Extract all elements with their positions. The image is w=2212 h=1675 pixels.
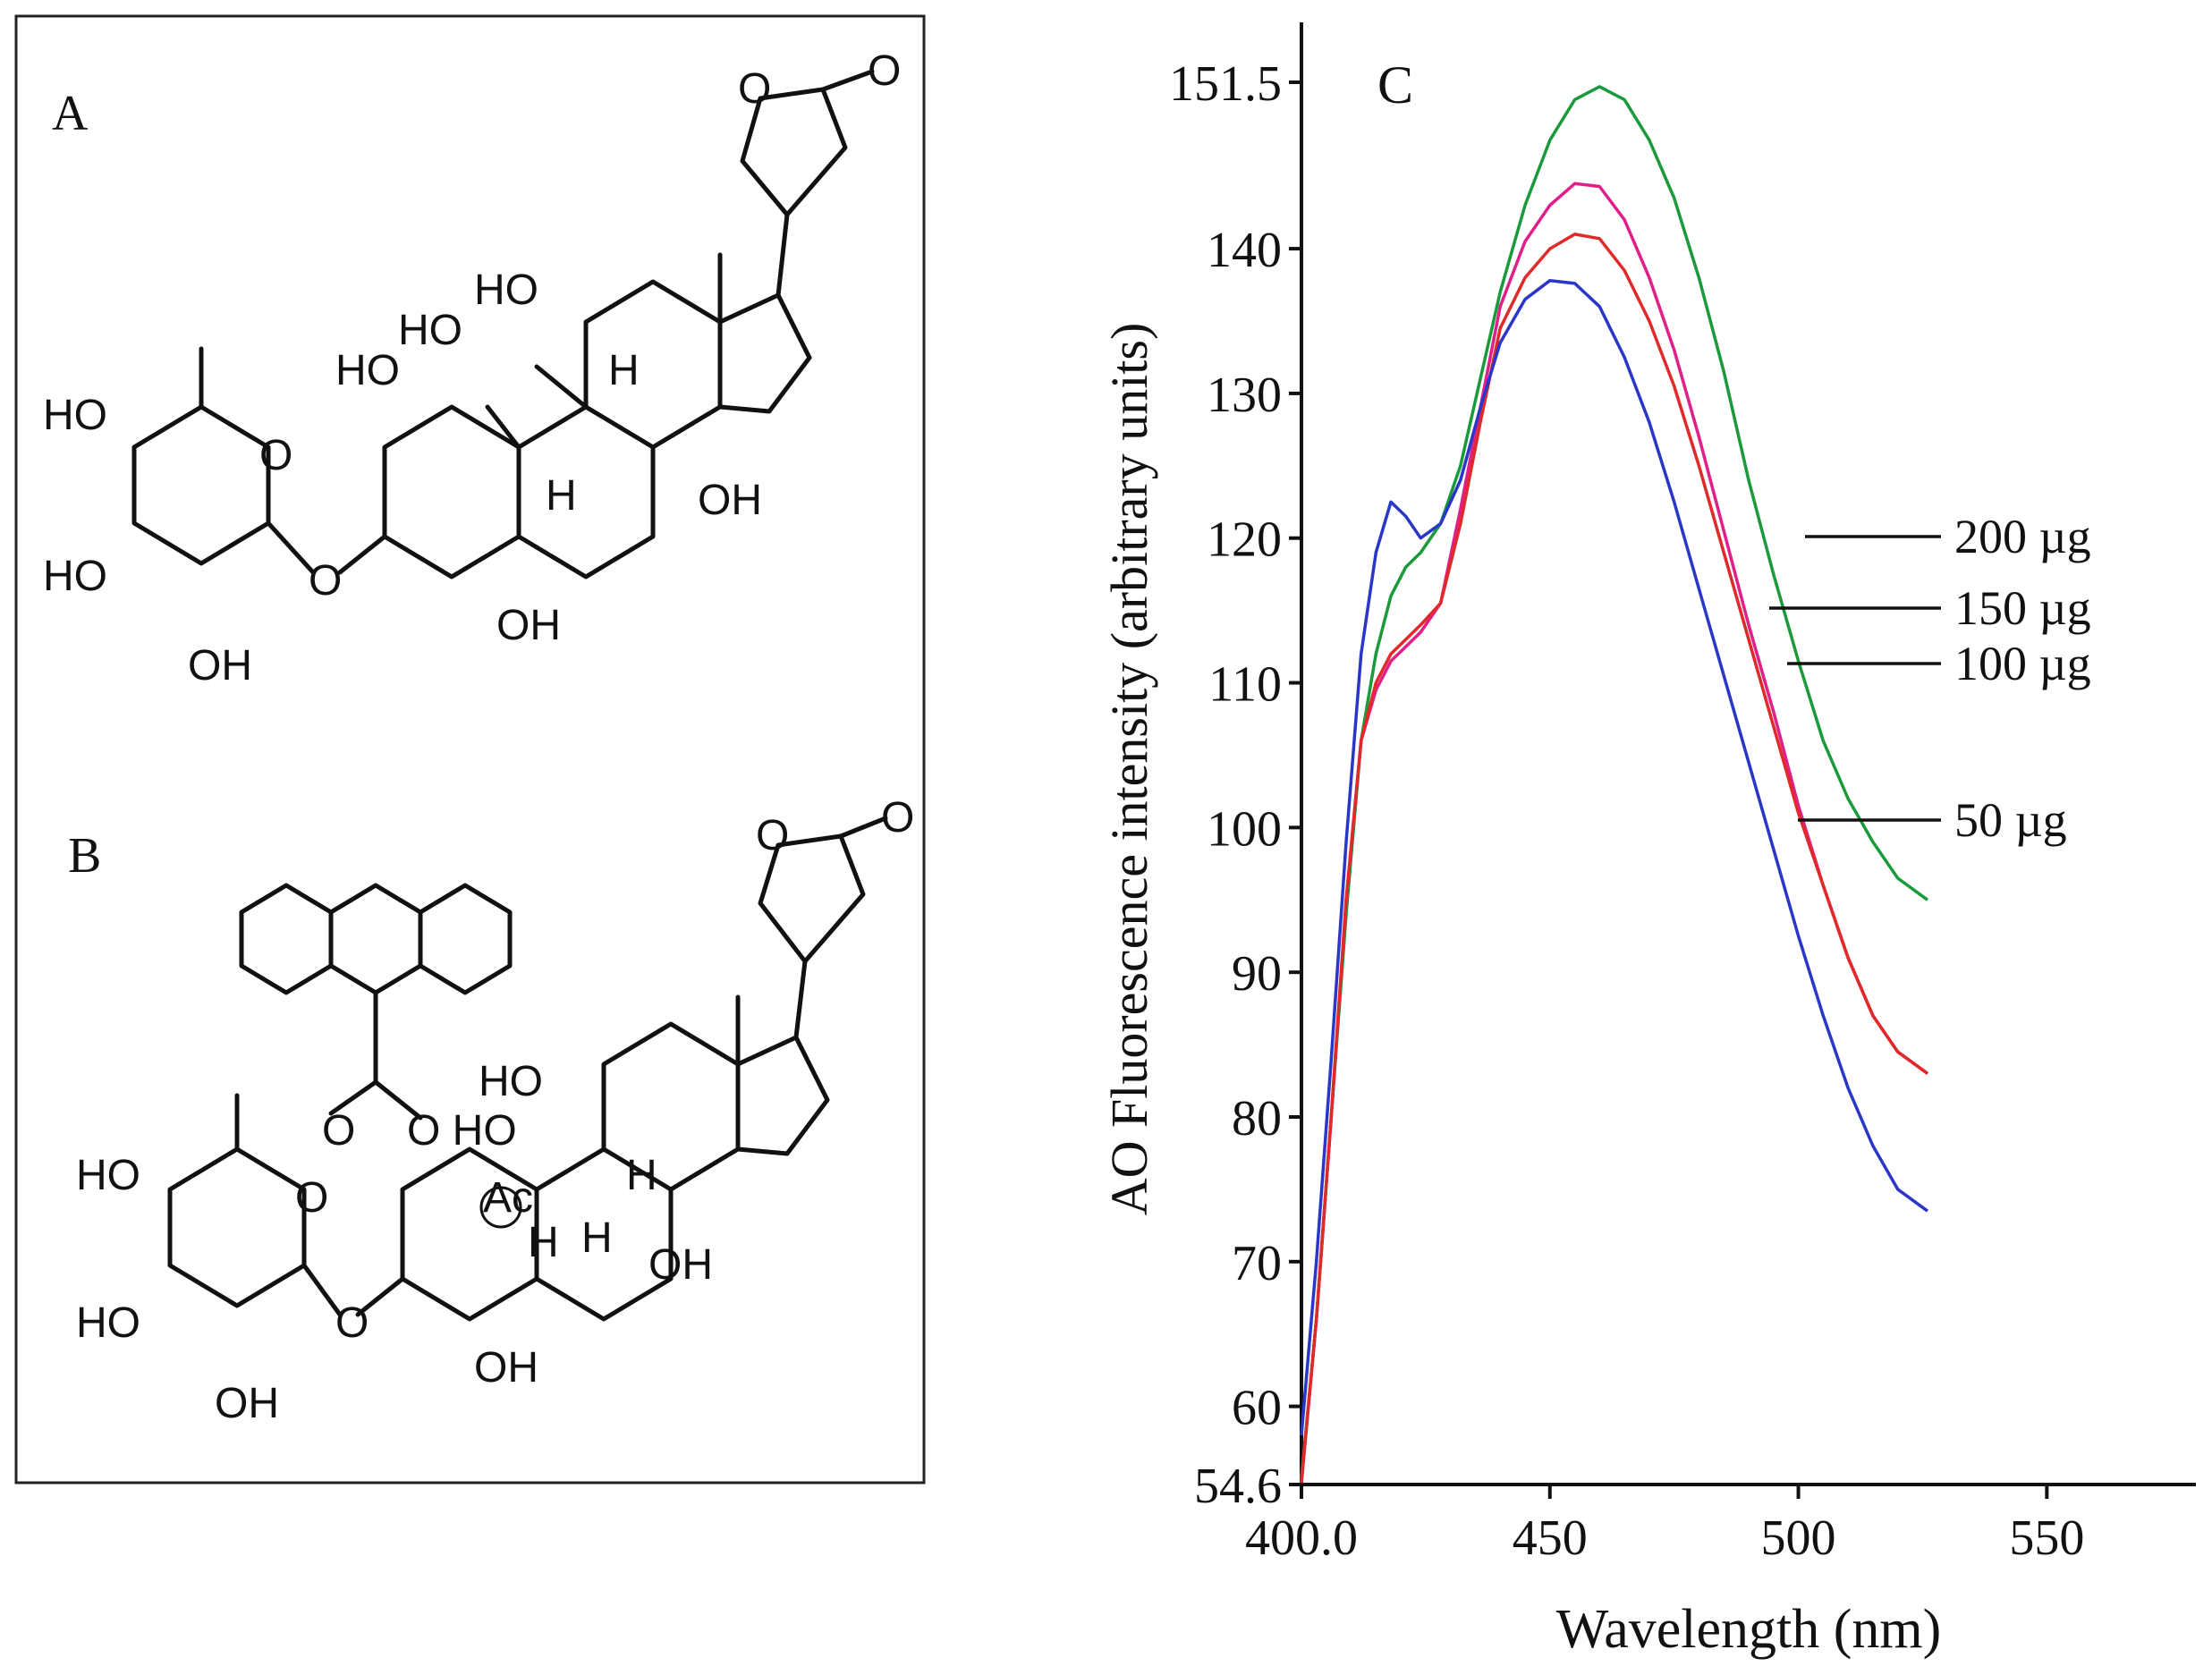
fluorescence-chart: C 54.6 60 70 80 90 100 110 120 130 140 151.5 400.0… [1100,22,2196,1660]
series-line-0 [1300,85,1929,1479]
atom-label: HO [43,392,107,439]
y-tick-label: 60 [1232,1381,1282,1436]
annotation-label: 50 µg [1954,793,2067,847]
atom-label: HO [76,1299,140,1347]
series-lines [1300,85,1929,1484]
atom-label: O [756,812,789,859]
annotation-label: 200 µg [1954,510,2091,563]
structures-panel-border [14,14,926,1485]
y-tick-label: 110 [1208,657,1282,713]
atom-label: HO [335,347,400,394]
y-tick-label: 90 [1232,946,1282,1002]
y-tick-label: 140 [1207,223,1282,278]
x-tick-label: 400.0 [1245,1510,1358,1566]
atom-label: HO [43,553,107,600]
atom-label: O [259,432,292,479]
x-ticks: 400.0 450 500 550 [1245,1485,2084,1566]
atom-label: H [546,472,577,520]
atom-label: O [738,65,771,113]
y-ticks: 54.6 60 70 80 90 100 110 120 130 140 151.5 [1169,56,1301,1514]
atom-label: HO [76,1152,140,1199]
atom-label: HO [398,307,462,354]
series-line-1 [1300,182,1929,1482]
atom-label: O [868,47,901,95]
atom-label: OH [188,642,252,689]
x-axis-label: Wavelength (nm) [1556,1599,1942,1660]
atom-label: O [335,1299,369,1347]
y-tick-label: 151.5 [1169,56,1282,112]
series-line-3 [1300,278,1929,1436]
atom-label: O HO [407,1107,517,1155]
atom-label: OH [648,1241,713,1289]
y-tick-label: 120 [1207,512,1282,568]
structure-b: O O HO Ac O HO HO OH O HO H H H OH OH O … [76,794,914,1427]
atom-label: OH [215,1380,279,1427]
x-tick-label: 500 [1761,1510,1836,1566]
annotation-label: 100 µg [1954,637,2091,690]
structure-a: O HO HO OH O HO HO HO H H OH OH O O [43,47,901,689]
atom-label: OH [496,602,561,649]
atom-label: OH [698,477,762,524]
panel-label-a: A [52,86,89,141]
panel-label-c: C [1377,55,1413,114]
atom-label: O [309,557,342,605]
atom-label: H [528,1219,559,1266]
atom-label: H [626,1152,657,1199]
atom-label: OH [474,1344,538,1392]
y-tick-label: 80 [1232,1091,1282,1146]
y-axis-label: AO Fluorescence intensity (arbitrary uni… [1100,323,1158,1216]
x-tick-label: 550 [2009,1510,2084,1566]
atom-label: H [581,1214,613,1262]
atom-label: O [322,1107,355,1155]
y-tick-label: 54.6 [1194,1459,1282,1514]
atom-label: O [881,794,914,842]
atom-label: HO [474,266,538,314]
x-tick-label: 450 [1513,1510,1588,1566]
panel-label-b: B [68,828,101,884]
atom-label: HO [479,1058,543,1105]
atom-label: Ac [483,1174,533,1222]
y-tick-label: 70 [1232,1236,1282,1291]
series-line-2 [1300,233,1929,1484]
y-tick-label: 100 [1207,801,1282,857]
y-tick-label: 130 [1207,368,1282,423]
atom-label: H [608,347,640,394]
atom-label: O [295,1174,328,1222]
annotation-label: 150 µg [1954,581,2091,635]
